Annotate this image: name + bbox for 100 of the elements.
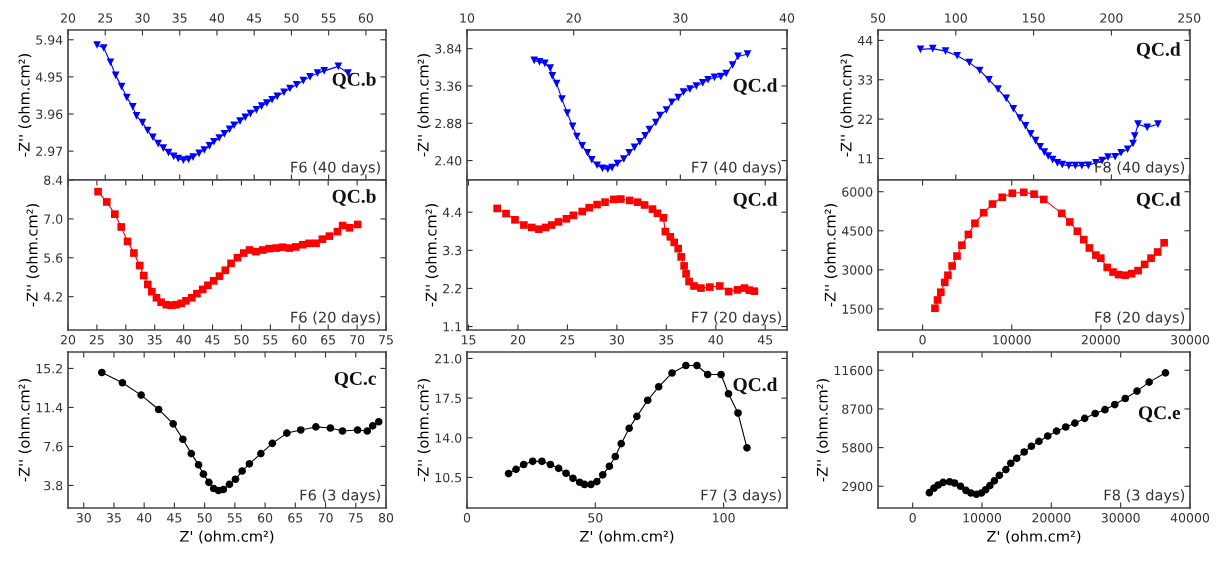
y-tick-label: 21.0 xyxy=(435,353,462,364)
point xyxy=(578,207,587,216)
point xyxy=(512,465,520,474)
point xyxy=(554,218,563,226)
y-tick-label: 4500 xyxy=(841,226,873,236)
point xyxy=(1012,454,1021,463)
x-tick-label: 80 xyxy=(378,513,394,523)
point xyxy=(1110,400,1119,409)
y-tick-label: 8700 xyxy=(842,404,873,414)
point xyxy=(200,146,209,154)
y-tick-label: 2.97 xyxy=(36,146,63,157)
point xyxy=(138,118,147,127)
point xyxy=(1104,153,1112,161)
point xyxy=(931,304,939,313)
point xyxy=(535,58,544,66)
point xyxy=(593,161,601,170)
point xyxy=(640,201,649,209)
point xyxy=(292,80,301,89)
point xyxy=(674,244,683,253)
point xyxy=(617,195,625,203)
point xyxy=(227,259,235,268)
point xyxy=(325,232,334,240)
point xyxy=(1019,188,1028,197)
x-tick-label: 50 xyxy=(871,13,886,23)
point xyxy=(111,210,119,218)
point xyxy=(123,93,131,102)
point xyxy=(625,196,634,205)
point xyxy=(221,266,230,275)
x-tick-label: 20 xyxy=(60,13,76,23)
point xyxy=(552,79,561,88)
x-tick-label: 65 xyxy=(321,335,336,345)
point xyxy=(338,427,347,435)
x-tick-label: 75 xyxy=(348,513,363,523)
annotation: F7 (20 days) xyxy=(692,311,781,326)
point xyxy=(990,476,999,485)
annotation: QC.d xyxy=(733,78,778,95)
point xyxy=(268,95,276,104)
y-tick-label: 3.36 xyxy=(435,81,462,91)
annotation: F7 (3 days) xyxy=(701,489,781,504)
point xyxy=(971,219,979,228)
point xyxy=(703,370,712,379)
point xyxy=(717,370,725,379)
point xyxy=(734,409,742,417)
point xyxy=(280,88,288,97)
point xyxy=(1031,136,1040,145)
x-tick-label: 55 xyxy=(227,513,242,523)
point xyxy=(1080,414,1089,423)
point xyxy=(994,85,1002,93)
point xyxy=(187,449,196,458)
y-axis-title: -Z'' (ohm.cm²) xyxy=(824,204,838,307)
y-tick-label: 10.5 xyxy=(435,472,462,483)
point xyxy=(219,485,228,494)
y-tick-label: 3.3 xyxy=(443,245,462,256)
point xyxy=(189,153,197,161)
point xyxy=(132,112,141,120)
point xyxy=(1057,209,1066,218)
x-tick-label: 60 xyxy=(292,335,307,345)
point xyxy=(538,457,546,466)
point xyxy=(313,69,322,77)
x-tick-label: 15 xyxy=(461,335,476,345)
point xyxy=(534,225,543,234)
point xyxy=(569,474,577,483)
point xyxy=(1002,465,1010,474)
point xyxy=(750,287,759,296)
point xyxy=(717,72,725,81)
point xyxy=(530,56,539,65)
point xyxy=(667,98,676,107)
point xyxy=(941,47,950,55)
x-tick-label: 150 xyxy=(1023,13,1045,23)
point xyxy=(956,482,965,491)
point xyxy=(944,271,952,280)
point xyxy=(210,137,218,146)
y-tick-label: 17.5 xyxy=(435,393,462,404)
x-tick-label: 40000 xyxy=(1170,513,1210,523)
x-tick-label: 30000 xyxy=(1171,335,1210,345)
x-tick-label: 20 xyxy=(510,335,526,345)
point xyxy=(98,368,106,377)
point xyxy=(680,262,688,270)
y-axis-title: -Z'' (ohm.cm²) xyxy=(816,379,830,482)
point xyxy=(215,134,223,142)
point xyxy=(528,457,537,466)
point xyxy=(965,58,974,67)
point xyxy=(704,75,712,84)
x-tick-label: 100 xyxy=(713,513,735,523)
annotation: F6 (40 days) xyxy=(291,161,380,176)
y-tick-label: 15.2 xyxy=(36,363,62,374)
y-axis-title: -Z'' (ohm.cm²) xyxy=(26,204,40,307)
point xyxy=(1008,189,1017,198)
point xyxy=(520,221,528,229)
x-tick-label: 25 xyxy=(98,13,113,23)
point xyxy=(118,378,127,387)
y-tick-label: 1.1 xyxy=(443,322,461,332)
y-tick-label: 5.94 xyxy=(36,35,63,45)
point xyxy=(546,64,555,72)
point xyxy=(1123,145,1132,154)
y-tick-label: 3000 xyxy=(842,265,873,275)
point xyxy=(374,417,383,426)
point xyxy=(278,243,287,252)
point xyxy=(139,271,148,280)
point xyxy=(933,296,942,304)
